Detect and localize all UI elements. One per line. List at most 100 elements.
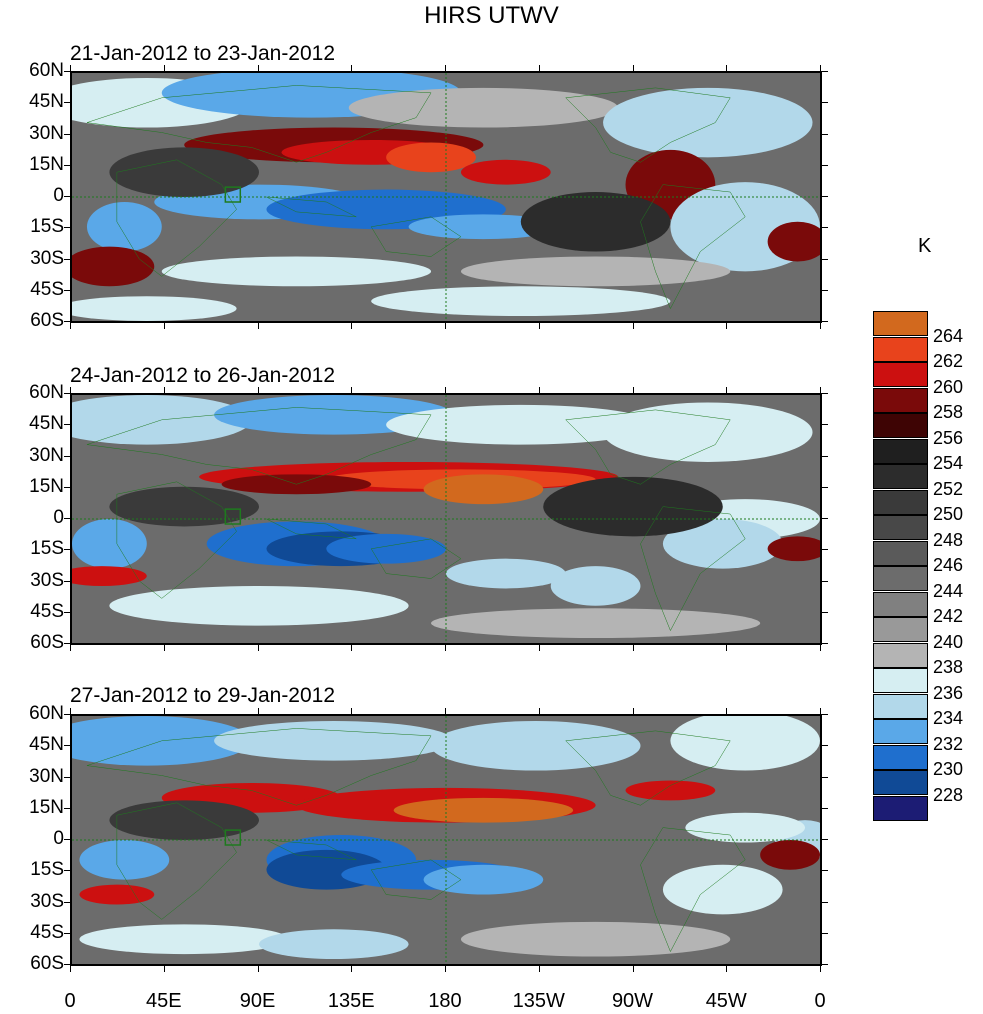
longitude-tick xyxy=(70,645,71,651)
latitude-tick xyxy=(64,549,70,551)
field-contour-region xyxy=(79,924,289,955)
longitude-label: 90W xyxy=(611,990,654,1012)
latitude-tick xyxy=(822,258,828,260)
coastline xyxy=(640,507,745,631)
latitude-label: 45N xyxy=(29,91,64,113)
longitude-tick xyxy=(163,966,165,972)
field-contour-region xyxy=(603,402,813,462)
field-contour-region xyxy=(662,519,783,569)
colorbar-swatch xyxy=(873,617,928,642)
colorbar-swatch xyxy=(873,464,928,489)
colorbar-unit: K xyxy=(918,235,932,257)
latitude-tick xyxy=(822,643,828,644)
colorbar-swatch xyxy=(873,540,928,566)
field-contour-region xyxy=(386,404,656,445)
panel-3-period-label: 27-Jan-2012 to 29-Jan-2012 xyxy=(70,684,336,707)
field-contour-region xyxy=(72,296,237,321)
longitude-tick xyxy=(70,323,71,329)
latitude-tick xyxy=(64,289,70,291)
longitude-tick xyxy=(163,65,165,71)
latitude-tick xyxy=(822,196,828,197)
latitude-tick xyxy=(64,102,70,104)
latitude-label: 45N xyxy=(29,734,64,756)
colorbar-label: 232 xyxy=(933,733,964,754)
latitude-label: 15S xyxy=(30,216,64,238)
longitude-label: 45W xyxy=(705,990,747,1012)
field-contour-region xyxy=(86,201,162,252)
coastline xyxy=(566,731,731,805)
latitude-tick xyxy=(64,776,70,778)
colorbar-label: 240 xyxy=(933,631,964,652)
latitude-tick xyxy=(64,164,70,166)
longitude-tick xyxy=(70,966,71,972)
latitude-label: 0 xyxy=(53,507,64,528)
latitude-label: 15N xyxy=(29,475,64,497)
latitude-label: 15S xyxy=(30,538,64,560)
coastline xyxy=(87,728,431,805)
field-contour-region xyxy=(214,720,454,761)
field-contour-region xyxy=(423,864,544,895)
field-contour-region xyxy=(460,921,731,957)
region-box xyxy=(225,509,240,524)
field-contour-region xyxy=(72,566,147,586)
colorbar-swatch xyxy=(873,387,928,413)
longitude-label: 180 xyxy=(428,990,462,1012)
longitude-tick xyxy=(632,645,634,651)
field-contour-region xyxy=(79,840,170,880)
latitude-tick xyxy=(822,932,828,934)
field-contour-region xyxy=(670,716,820,771)
field-contour-region xyxy=(460,256,731,287)
longitude-tick xyxy=(257,65,259,71)
field-contour-region xyxy=(259,929,409,960)
panel-3-map xyxy=(70,714,822,966)
field-contour-region xyxy=(760,840,820,870)
colorbar-swatch xyxy=(873,668,928,693)
longitude-label: 90E xyxy=(239,990,276,1012)
latitude-label: 30S xyxy=(30,247,64,269)
field-contour-region xyxy=(662,864,783,915)
colorbar-label: 242 xyxy=(933,606,964,626)
longitude-tick xyxy=(820,966,821,972)
longitude-tick xyxy=(163,708,165,714)
panel-1-map xyxy=(70,71,822,323)
latitude-tick xyxy=(64,580,70,582)
latitude-tick xyxy=(822,321,828,322)
longitude-tick xyxy=(70,387,71,393)
longitude-tick xyxy=(351,65,353,71)
latitude-label: 15N xyxy=(29,796,64,818)
latitude-tick xyxy=(64,518,70,519)
colorbar-label: 248 xyxy=(933,529,964,550)
latitude-tick xyxy=(822,870,828,872)
longitude-tick xyxy=(632,708,634,714)
latitude-tick xyxy=(64,133,70,135)
longitude-tick xyxy=(726,387,728,393)
longitude-tick xyxy=(257,708,259,714)
field-contour-region xyxy=(79,884,155,905)
latitude-tick xyxy=(64,321,70,322)
latitude-label: 30N xyxy=(29,765,64,787)
longitude-tick xyxy=(726,966,728,972)
latitude-label: 30S xyxy=(30,890,64,912)
latitude-tick xyxy=(822,611,828,613)
coastline xyxy=(117,482,237,599)
latitude-tick xyxy=(822,289,828,291)
field-contour-region xyxy=(408,214,559,240)
panel-2-field xyxy=(72,395,820,643)
latitude-tick xyxy=(64,71,70,72)
longitude-tick xyxy=(820,65,821,71)
latitude-tick xyxy=(822,745,828,747)
longitude-tick xyxy=(538,323,540,329)
longitude-tick xyxy=(820,645,821,651)
colorbar-label: 236 xyxy=(933,682,964,703)
latitude-tick xyxy=(822,901,828,903)
colorbar-swatch xyxy=(873,770,928,795)
field-contour-region xyxy=(767,221,820,262)
longitude-tick xyxy=(257,387,259,393)
coastline xyxy=(266,519,356,539)
longitude-tick xyxy=(445,966,446,972)
longitude-tick xyxy=(445,387,446,393)
field-contour-region xyxy=(109,147,260,197)
field-contour-region xyxy=(72,246,155,287)
field-contour-region xyxy=(371,286,671,317)
colorbar-swatch xyxy=(873,336,928,362)
